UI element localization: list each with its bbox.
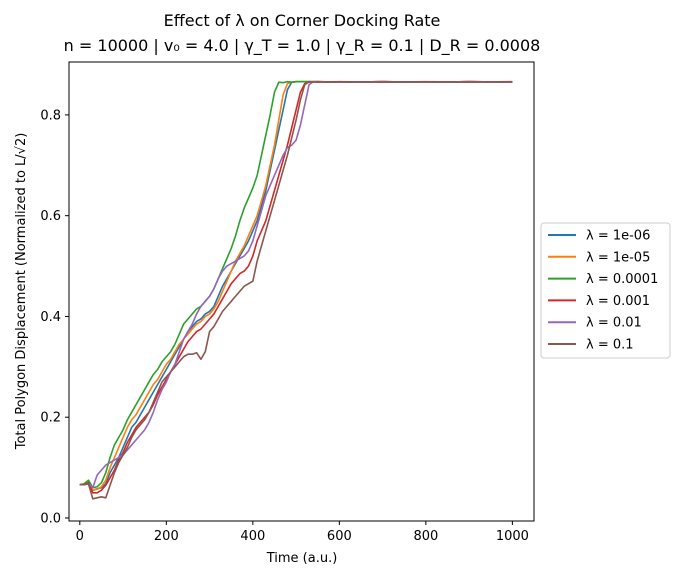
- x-tick-label: 400: [240, 529, 265, 544]
- y-tick-label: 0.6: [40, 209, 61, 224]
- y-axis-label: Total Polygon Displacement (Normalized t…: [14, 133, 29, 451]
- chart-subtitle: n = 10000 | v₀ = 4.0 | γ_T = 1.0 | γ_R =…: [64, 36, 541, 56]
- plot-frame: [68, 61, 535, 522]
- x-tick-label: 1000: [496, 529, 529, 544]
- legend-label: λ = 0.01: [586, 316, 642, 331]
- series-line-1: [79, 80, 513, 492]
- legend-label: λ = 0.1: [586, 338, 634, 353]
- series-line-3: [79, 80, 513, 489]
- plot-lines: [79, 80, 513, 500]
- x-tick-label: 0: [76, 529, 84, 544]
- x-axis-label: Time (a.u.): [266, 551, 338, 566]
- series-line-2: [79, 80, 513, 492]
- x-axis-ticks: 0 200 400 600 800 1000: [76, 521, 529, 544]
- chart-title: Effect of λ on Corner Docking Rate: [164, 11, 441, 30]
- series-line-5: [79, 80, 513, 489]
- x-tick-label: 200: [154, 529, 179, 544]
- y-tick-label: 0.8: [40, 108, 61, 123]
- series-line-4: [79, 80, 513, 494]
- x-tick-label: 600: [327, 529, 352, 544]
- y-axis-ticks: 0.0 0.2 0.4 0.6 0.8: [40, 108, 69, 526]
- y-tick-label: 0.0: [40, 511, 61, 526]
- legend-label: λ = 1e-05: [586, 250, 650, 265]
- legend-label: λ = 0.0001: [586, 272, 658, 287]
- legend-label: λ = 0.001: [586, 294, 650, 309]
- legend: λ = 1e-06 λ = 1e-05 λ = 0.0001 λ = 0.001 λ =…: [540, 222, 671, 359]
- y-tick-label: 0.4: [40, 310, 61, 325]
- x-tick-label: 800: [413, 529, 438, 544]
- y-tick-label: 0.2: [40, 411, 61, 426]
- legend-label: λ = 1e-06: [586, 229, 650, 244]
- series-line-6: [79, 80, 513, 500]
